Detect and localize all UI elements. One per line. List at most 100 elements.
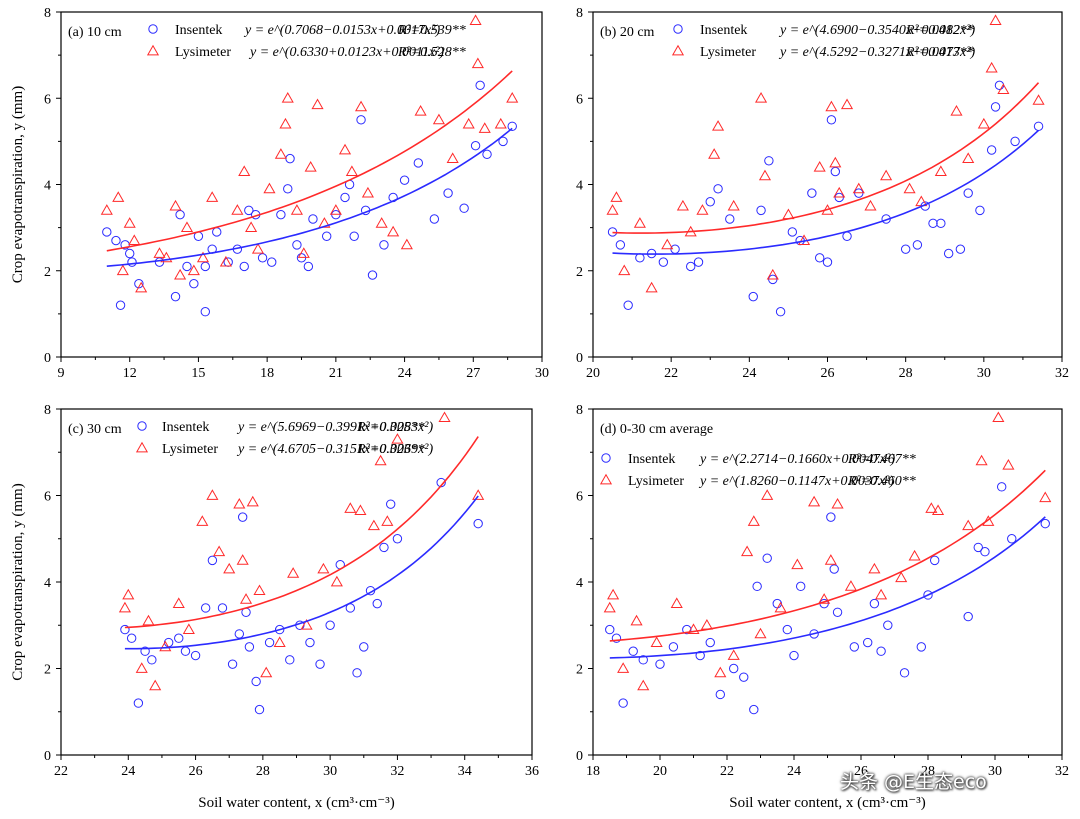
r-squared: R²=0.467**	[847, 452, 916, 467]
lysimeter-point	[931, 504, 945, 516]
panel-label: (b) 20 cm	[600, 25, 655, 40]
insentek-point	[379, 542, 389, 553]
lysimeter-point	[992, 411, 1005, 423]
insentek-point	[752, 581, 762, 592]
legend-label: Insentek	[175, 23, 222, 38]
insentek-fit-curve	[609, 516, 1046, 659]
lysimeter-point	[880, 169, 893, 181]
fit-equation: y = e^(1.8260−0.1147x+0.0037x²)	[698, 474, 894, 489]
insentek-point	[814, 253, 825, 263]
x-tick-label: 28	[256, 764, 270, 779]
insentek-point	[963, 611, 973, 622]
y-tick-label: 2	[576, 265, 583, 280]
insentek-point	[986, 145, 997, 155]
lysimeter-point	[472, 489, 485, 500]
insentek-point	[764, 156, 774, 166]
lysimeter-point	[304, 161, 317, 172]
lysimeter-point	[903, 182, 916, 194]
lysimeter-point	[962, 152, 975, 164]
insentek-point	[111, 235, 121, 246]
lysimeter-point	[187, 264, 200, 276]
insentek-point	[285, 655, 295, 665]
lysimeter-point	[700, 619, 713, 630]
lysimeter-point	[925, 502, 938, 513]
insentek-point	[175, 209, 185, 220]
insentek-point	[762, 553, 772, 563]
lysimeter-point	[238, 165, 251, 176]
insentek-point	[628, 646, 638, 656]
insentek-point	[638, 655, 648, 665]
insentek-point	[990, 102, 1001, 112]
insentek-fit-curve	[124, 495, 479, 650]
legend-triangle-marker	[146, 44, 160, 56]
legend-label: Lysimeter	[162, 442, 218, 457]
insentek-point	[725, 214, 735, 224]
lysimeter-point	[687, 623, 700, 634]
lysimeter-point	[670, 597, 683, 609]
insentek-point	[655, 659, 665, 669]
insentek-point	[980, 547, 990, 557]
lysimeter-point	[142, 614, 155, 626]
lysimeter-point	[263, 182, 276, 194]
insentek-point	[668, 642, 679, 652]
insentek-point	[217, 603, 228, 613]
lysimeter-point	[446, 152, 459, 164]
lysimeter-point	[438, 411, 451, 423]
fit-equation: y = e^(2.2714−0.1660x+0.0047x²)	[698, 452, 895, 467]
lysimeter-fit-curve	[612, 82, 1040, 234]
panel-label: (c) 30 cm	[68, 422, 122, 437]
insentek-point	[826, 115, 837, 125]
insentek-point	[244, 205, 254, 216]
insentek-point	[283, 184, 293, 194]
lysimeter-point	[391, 433, 404, 444]
insentek-point	[912, 240, 923, 250]
lysimeter-point	[153, 247, 166, 258]
insentek-point	[367, 270, 378, 280]
x-tick-label: 28	[899, 366, 913, 381]
x-tick-label: 21	[329, 366, 343, 381]
lysimeter-point	[818, 593, 831, 604]
lysimeter-point	[471, 57, 484, 69]
insentek-point	[223, 257, 233, 267]
lysimeter-point	[754, 627, 767, 639]
x-tick-label: 26	[854, 764, 868, 779]
insentek-fit-curve	[106, 127, 513, 267]
lysimeter-point	[251, 242, 265, 254]
lysimeter-point	[617, 662, 630, 673]
lysimeter-point	[708, 148, 721, 159]
x-tick-label: 30	[535, 366, 549, 381]
lysimeter-point	[279, 117, 292, 129]
lysimeter-point	[160, 251, 173, 263]
legend-circle-marker	[148, 24, 158, 34]
insentek-point	[796, 581, 806, 592]
x-tick-label: 22	[720, 764, 734, 779]
lysimeter-fit-curve	[609, 469, 1046, 642]
lysimeter-point	[213, 545, 226, 557]
lysimeter-point	[478, 122, 491, 133]
x-tick-label: 9	[58, 366, 65, 381]
lysimeter-point	[618, 264, 631, 276]
insentek-point	[787, 227, 798, 237]
insentek-point	[869, 598, 880, 609]
x-tick-label: 36	[525, 764, 539, 779]
y-tick-label: 6	[44, 92, 51, 107]
y-tick-label: 4	[576, 179, 583, 194]
insentek-point	[842, 231, 852, 241]
lysimeter-point	[650, 636, 663, 647]
insentek-point	[140, 646, 150, 656]
insentek-point	[695, 650, 705, 661]
insentek-point	[756, 205, 766, 216]
lysimeter-point	[630, 614, 643, 626]
lysimeter-point	[149, 679, 162, 691]
lysimeter-point	[135, 662, 148, 673]
lysimeter-fit-curve	[124, 436, 479, 629]
lysimeter-point	[159, 640, 172, 652]
x-tick-label: 34	[458, 764, 472, 779]
watermark: 头条 @E生态eco	[840, 771, 987, 793]
panel-label: (a) 10 cm	[68, 25, 122, 40]
legend-triangle-marker	[135, 441, 149, 453]
insentek-point	[826, 512, 836, 522]
lysimeter-point	[245, 221, 258, 233]
